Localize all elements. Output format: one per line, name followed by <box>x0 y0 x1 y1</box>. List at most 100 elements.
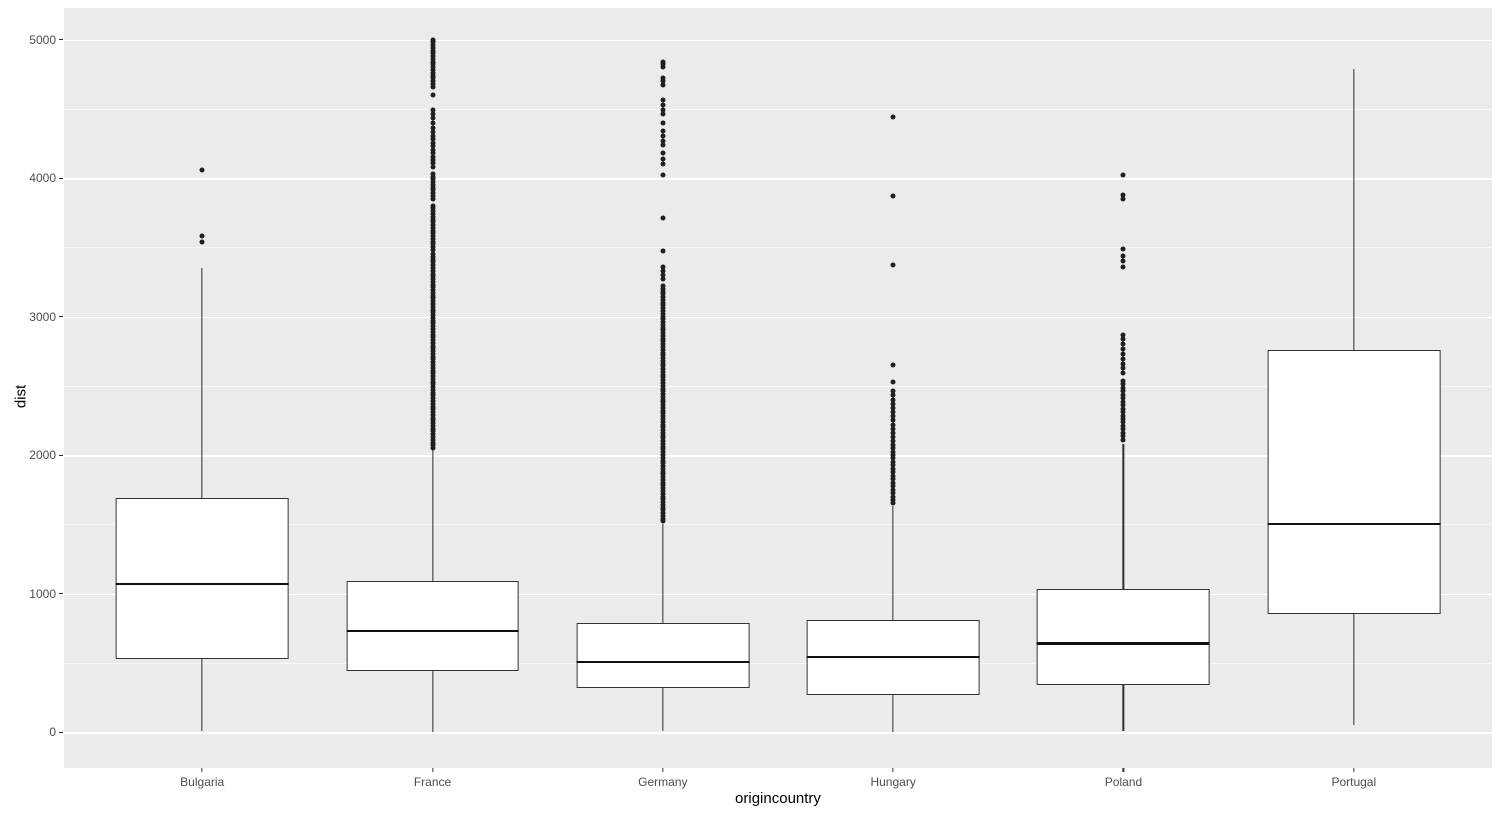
outlier-dot <box>430 203 436 209</box>
outlier-dot <box>660 369 666 375</box>
outlier-dot <box>890 490 896 496</box>
outlier-dot <box>430 390 436 396</box>
outlier-dot <box>890 430 896 436</box>
outlier-dot <box>430 279 436 285</box>
outlier-dot <box>430 176 436 182</box>
outlier-dot <box>430 247 436 253</box>
outlier-dot <box>1120 365 1126 371</box>
whisker-lower-france <box>431 671 434 732</box>
outlier-dot <box>430 395 436 401</box>
outlier-dot <box>430 337 436 343</box>
outlier-dot <box>660 485 666 491</box>
outlier-dot <box>1120 437 1126 443</box>
y-tick-label: 4000 <box>29 171 56 185</box>
outlier-dot <box>430 244 436 250</box>
outlier-dot <box>660 433 666 439</box>
x-tick-mark <box>662 768 664 772</box>
outlier-dot <box>430 265 436 271</box>
outlier-dot <box>660 142 666 148</box>
outlier-dot <box>1120 433 1126 439</box>
outlier-dot <box>660 410 666 416</box>
outlier-dot <box>430 70 436 76</box>
outlier-dot <box>430 428 436 434</box>
outlier-dot <box>660 302 666 308</box>
outlier-dot <box>660 138 666 144</box>
outlier-dot <box>1120 351 1126 357</box>
outlier-dot <box>430 412 436 418</box>
outlier-dot <box>430 384 436 390</box>
outlier-dot <box>430 236 436 242</box>
outlier-dot <box>430 271 436 277</box>
whisker-lower-portugal <box>1353 613 1355 726</box>
outlier-dot <box>890 449 896 455</box>
outlier-dot <box>1120 336 1126 342</box>
box-bulgaria <box>115 497 289 659</box>
outlier-dot <box>430 329 436 335</box>
outlier-dot <box>430 309 436 315</box>
outlier-dot <box>890 401 896 407</box>
outlier-dot <box>660 394 666 400</box>
outlier-dot <box>660 516 666 522</box>
outlier-dot <box>430 75 436 81</box>
outlier-dot <box>1120 172 1126 178</box>
outlier-dot <box>430 154 436 160</box>
outlier-dot <box>430 373 436 379</box>
outlier-dot <box>890 466 896 472</box>
whisker-upper-poland <box>1122 443 1125 590</box>
outlier-dot <box>430 404 436 410</box>
outlier-dot <box>430 345 436 351</box>
y-tick-label: 1000 <box>29 586 56 601</box>
outlier-dot <box>430 415 436 421</box>
outlier-dot <box>430 354 436 360</box>
outlier-dot <box>660 427 666 433</box>
outlier-dot <box>660 402 666 408</box>
outlier-dot <box>660 327 666 333</box>
outlier-dot <box>430 431 436 437</box>
outlier-dot <box>430 318 436 324</box>
x-axis-title: origincountry <box>735 790 821 807</box>
outlier-dot <box>1120 406 1126 412</box>
x-tick-mark <box>1353 768 1355 772</box>
outlier-dot <box>660 477 666 483</box>
outlier-dot <box>1120 381 1126 387</box>
outlier-dot <box>660 399 666 405</box>
outlier-dot <box>660 363 666 369</box>
outlier-dot <box>430 185 436 191</box>
outlier-dot <box>660 82 666 88</box>
outlier-dot <box>890 193 896 199</box>
outlier-dot <box>430 84 436 90</box>
x-tick-label-portugal: Portugal <box>1331 775 1377 789</box>
outlier-dot <box>430 368 436 373</box>
outlier-dot <box>430 293 436 299</box>
y-tick-mark <box>59 316 63 318</box>
outlier-dot <box>1120 385 1126 391</box>
outlier-dot <box>430 133 436 139</box>
outlier-dot <box>430 362 436 368</box>
outlier-dot <box>1120 395 1126 401</box>
y-tick-label: 0 <box>49 725 56 739</box>
outlier-dot <box>660 111 666 117</box>
outlier-dot <box>890 262 896 268</box>
outlier-dot <box>430 332 436 337</box>
outlier-dot <box>1120 426 1126 432</box>
outlier-dot <box>430 147 436 153</box>
outlier-dot <box>1120 378 1126 384</box>
outlier-dot <box>430 53 436 59</box>
outlier-dot <box>890 500 896 506</box>
outlier-dot <box>660 316 666 322</box>
outlier-dot <box>430 56 436 62</box>
outlier-dot <box>660 482 666 488</box>
outlier-dot <box>660 276 666 282</box>
outlier-dot <box>430 259 436 265</box>
outlier-dot <box>660 505 666 511</box>
outlier-dot <box>890 434 896 440</box>
median-bulgaria <box>115 582 289 585</box>
outlier-dot <box>430 320 436 326</box>
outlier-dot <box>660 413 666 419</box>
outlier-dot <box>890 462 896 468</box>
whisker-lower-germany <box>662 688 664 732</box>
outlier-dot <box>430 179 436 185</box>
outlier-dot <box>430 423 436 429</box>
outlier-dot <box>660 397 666 403</box>
outlier-dot <box>660 463 666 469</box>
